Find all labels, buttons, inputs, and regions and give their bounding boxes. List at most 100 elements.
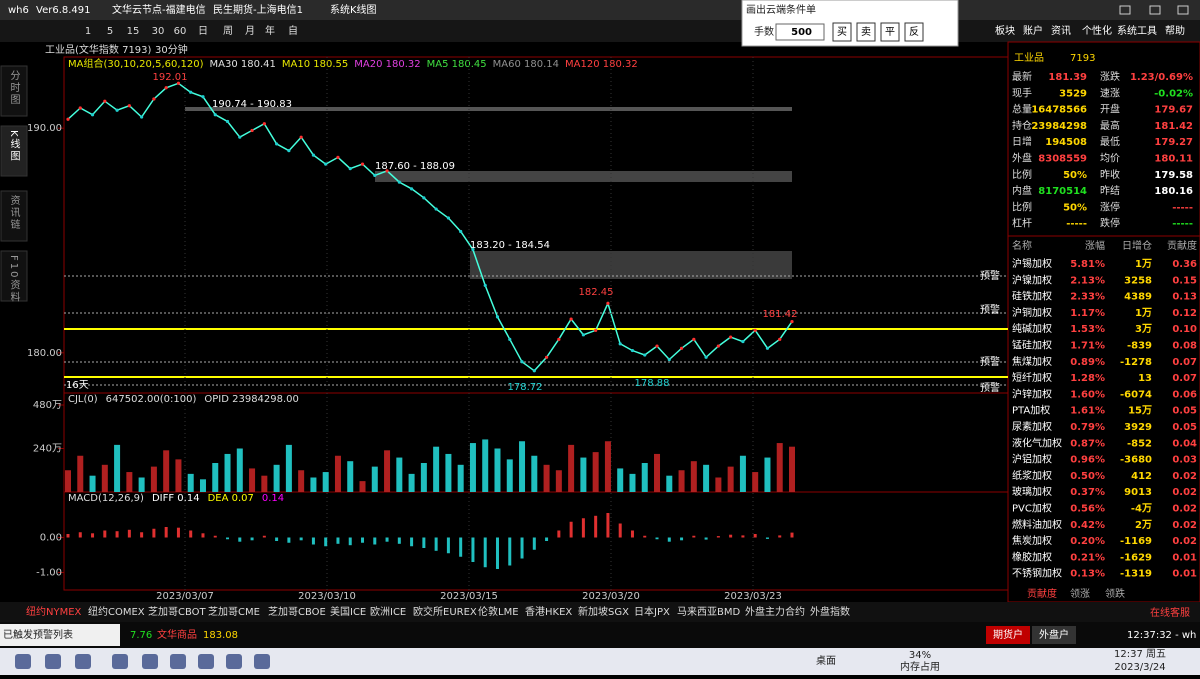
- exchange-tab[interactable]: 外盘主力合约: [745, 605, 805, 618]
- exchange-tab[interactable]: 美国ICE: [330, 605, 366, 618]
- side-tab[interactable]: [0, 125, 28, 177]
- sector-cell[interactable]: 纸浆加权: [1012, 469, 1052, 482]
- volume-bar: [101, 464, 108, 492]
- sector-cell[interactable]: 玻璃加权: [1012, 485, 1052, 498]
- side-tab-label[interactable]: F10资料: [8, 255, 20, 303]
- y-tick-label: 240万: [33, 444, 62, 455]
- taskbar-icon[interactable]: [112, 654, 128, 669]
- period-button[interactable]: 60: [174, 26, 187, 37]
- sector-cell[interactable]: 焦煤加权: [1012, 355, 1052, 368]
- order-button[interactable]: [904, 22, 924, 42]
- sector-cell[interactable]: 短纤加权: [1012, 371, 1052, 384]
- order-button-label[interactable]: 买: [837, 26, 847, 38]
- sector-cell: -1169: [1120, 536, 1152, 547]
- sector-cell[interactable]: 沪锌加权: [1012, 387, 1052, 400]
- sector-tab[interactable]: 领跌: [1105, 587, 1125, 600]
- taskbar-icon[interactable]: [170, 654, 186, 669]
- account-label[interactable]: 期货户: [993, 628, 1023, 641]
- exchange-tab[interactable]: 欧洲ICE: [370, 606, 406, 618]
- period-button[interactable]: 15: [127, 26, 140, 37]
- sector-cell[interactable]: 尿素加权: [1012, 420, 1052, 433]
- exchange-tab[interactable]: 纽约NYMEX: [26, 605, 82, 618]
- sector-cell[interactable]: PTA加权: [1012, 404, 1050, 417]
- account-tab[interactable]: [986, 626, 1030, 644]
- exchange-tab[interactable]: 外盘指数: [810, 605, 850, 618]
- side-tab-label[interactable]: 分时图: [8, 70, 20, 106]
- window-button[interactable]: [1119, 5, 1131, 15]
- exchange-tab[interactable]: 马来西亚BMD: [677, 606, 740, 618]
- quote-value: 194508: [1045, 137, 1087, 148]
- sector-cell[interactable]: 沪铝加权: [1012, 453, 1052, 466]
- sector-cell[interactable]: 燃料油加权: [1012, 518, 1062, 531]
- sector-cell[interactable]: 橡胶加权: [1012, 550, 1052, 563]
- menu-item[interactable]: 个性化: [1082, 24, 1112, 37]
- sector-tab[interactable]: 领涨: [1070, 587, 1090, 600]
- taskbar-icon[interactable]: [254, 654, 270, 669]
- sector-cell[interactable]: 纯碱加权: [1012, 322, 1052, 335]
- side-tab[interactable]: [0, 250, 28, 302]
- sector-cell: 0.42%: [1070, 520, 1105, 531]
- menu-item[interactable]: 帮助: [1165, 24, 1185, 37]
- period-button[interactable]: 5: [107, 26, 113, 37]
- taskbar-icon[interactable]: [15, 654, 31, 669]
- period-button[interactable]: 自: [288, 24, 298, 37]
- exchange-tab[interactable]: 香港HKEX: [525, 606, 572, 618]
- desktop-button[interactable]: 桌面: [816, 654, 836, 667]
- menu-item[interactable]: 账户: [1023, 24, 1043, 37]
- side-tab[interactable]: [0, 190, 28, 242]
- exchange-tab[interactable]: 新加坡SGX: [578, 605, 629, 618]
- period-button[interactable]: 1: [85, 26, 91, 37]
- taskbar-icon[interactable]: [45, 654, 61, 669]
- alert-list[interactable]: 已触发预警列表: [3, 628, 73, 641]
- side-tab-label[interactable]: K线图: [8, 130, 20, 163]
- sector-cell[interactable]: 沪镍加权: [1012, 273, 1052, 286]
- period-button[interactable]: 月: [245, 25, 255, 37]
- exchange-tab[interactable]: 纽约COMEX: [88, 605, 145, 618]
- order-button[interactable]: [880, 22, 900, 42]
- order-button[interactable]: [856, 22, 876, 42]
- sector-tab[interactable]: 贡献度: [1027, 587, 1057, 600]
- order-button-label[interactable]: 卖: [861, 26, 871, 38]
- period-button[interactable]: 30: [152, 26, 165, 37]
- sector-cell[interactable]: 不锈钢加权: [1012, 567, 1062, 580]
- menu-item[interactable]: 资讯: [1051, 25, 1071, 37]
- exchange-tab[interactable]: 欧交所EUREX: [413, 605, 477, 618]
- alert-box[interactable]: [0, 624, 120, 646]
- sector-cell[interactable]: 液化气加权: [1012, 436, 1062, 449]
- taskbar-icon[interactable]: [198, 654, 214, 669]
- period-button[interactable]: 周: [223, 25, 233, 37]
- exchange-tab[interactable]: 芝加哥CME: [208, 605, 260, 618]
- menu-item[interactable]: 板块: [995, 24, 1015, 37]
- macd-label: DIFF 0.14: [152, 493, 200, 504]
- order-button-label[interactable]: 反: [909, 26, 919, 38]
- sector-cell[interactable]: 沪锡加权: [1012, 257, 1052, 270]
- taskbar-icon[interactable]: [142, 654, 158, 669]
- exchange-tab[interactable]: 伦敦LME: [478, 605, 519, 618]
- period-button[interactable]: 年: [265, 24, 275, 37]
- side-tab-label[interactable]: 资讯链: [8, 195, 20, 231]
- window-button[interactable]: [1149, 5, 1161, 15]
- sector-cell[interactable]: 沪铜加权: [1012, 306, 1052, 319]
- sector-cell[interactable]: 焦炭加权: [1012, 534, 1052, 547]
- account-tab[interactable]: [1032, 626, 1076, 644]
- order-button[interactable]: [832, 22, 852, 42]
- sector-cell[interactable]: PVC加权: [1012, 502, 1052, 515]
- service-link[interactable]: 在线客服: [1150, 606, 1190, 619]
- exchange-tab[interactable]: 芝加哥CBOT: [148, 605, 207, 618]
- sector-cell: -852: [1127, 438, 1152, 449]
- period-button[interactable]: 日: [198, 26, 208, 37]
- taskbar-icon[interactable]: [226, 654, 242, 669]
- exchange-tab[interactable]: 芝加哥CBOE: [268, 605, 326, 618]
- macd-bar: [643, 535, 647, 538]
- side-tab[interactable]: [0, 65, 28, 117]
- taskbar-icon[interactable]: [75, 654, 91, 669]
- account-label[interactable]: 外盘户: [1039, 628, 1069, 641]
- sector-cell[interactable]: 锰硅加权: [1012, 339, 1052, 352]
- menu-item[interactable]: 系统工具: [1117, 24, 1157, 37]
- sector-cell[interactable]: 硅铁加权: [1012, 290, 1052, 303]
- order-button-label[interactable]: 平: [885, 27, 895, 38]
- exchange-tab[interactable]: 日本JPX: [634, 605, 670, 618]
- qty-input[interactable]: [775, 23, 825, 41]
- instrument-name: 工业品(文华指数 7193): [45, 43, 152, 56]
- window-button[interactable]: [1177, 5, 1189, 15]
